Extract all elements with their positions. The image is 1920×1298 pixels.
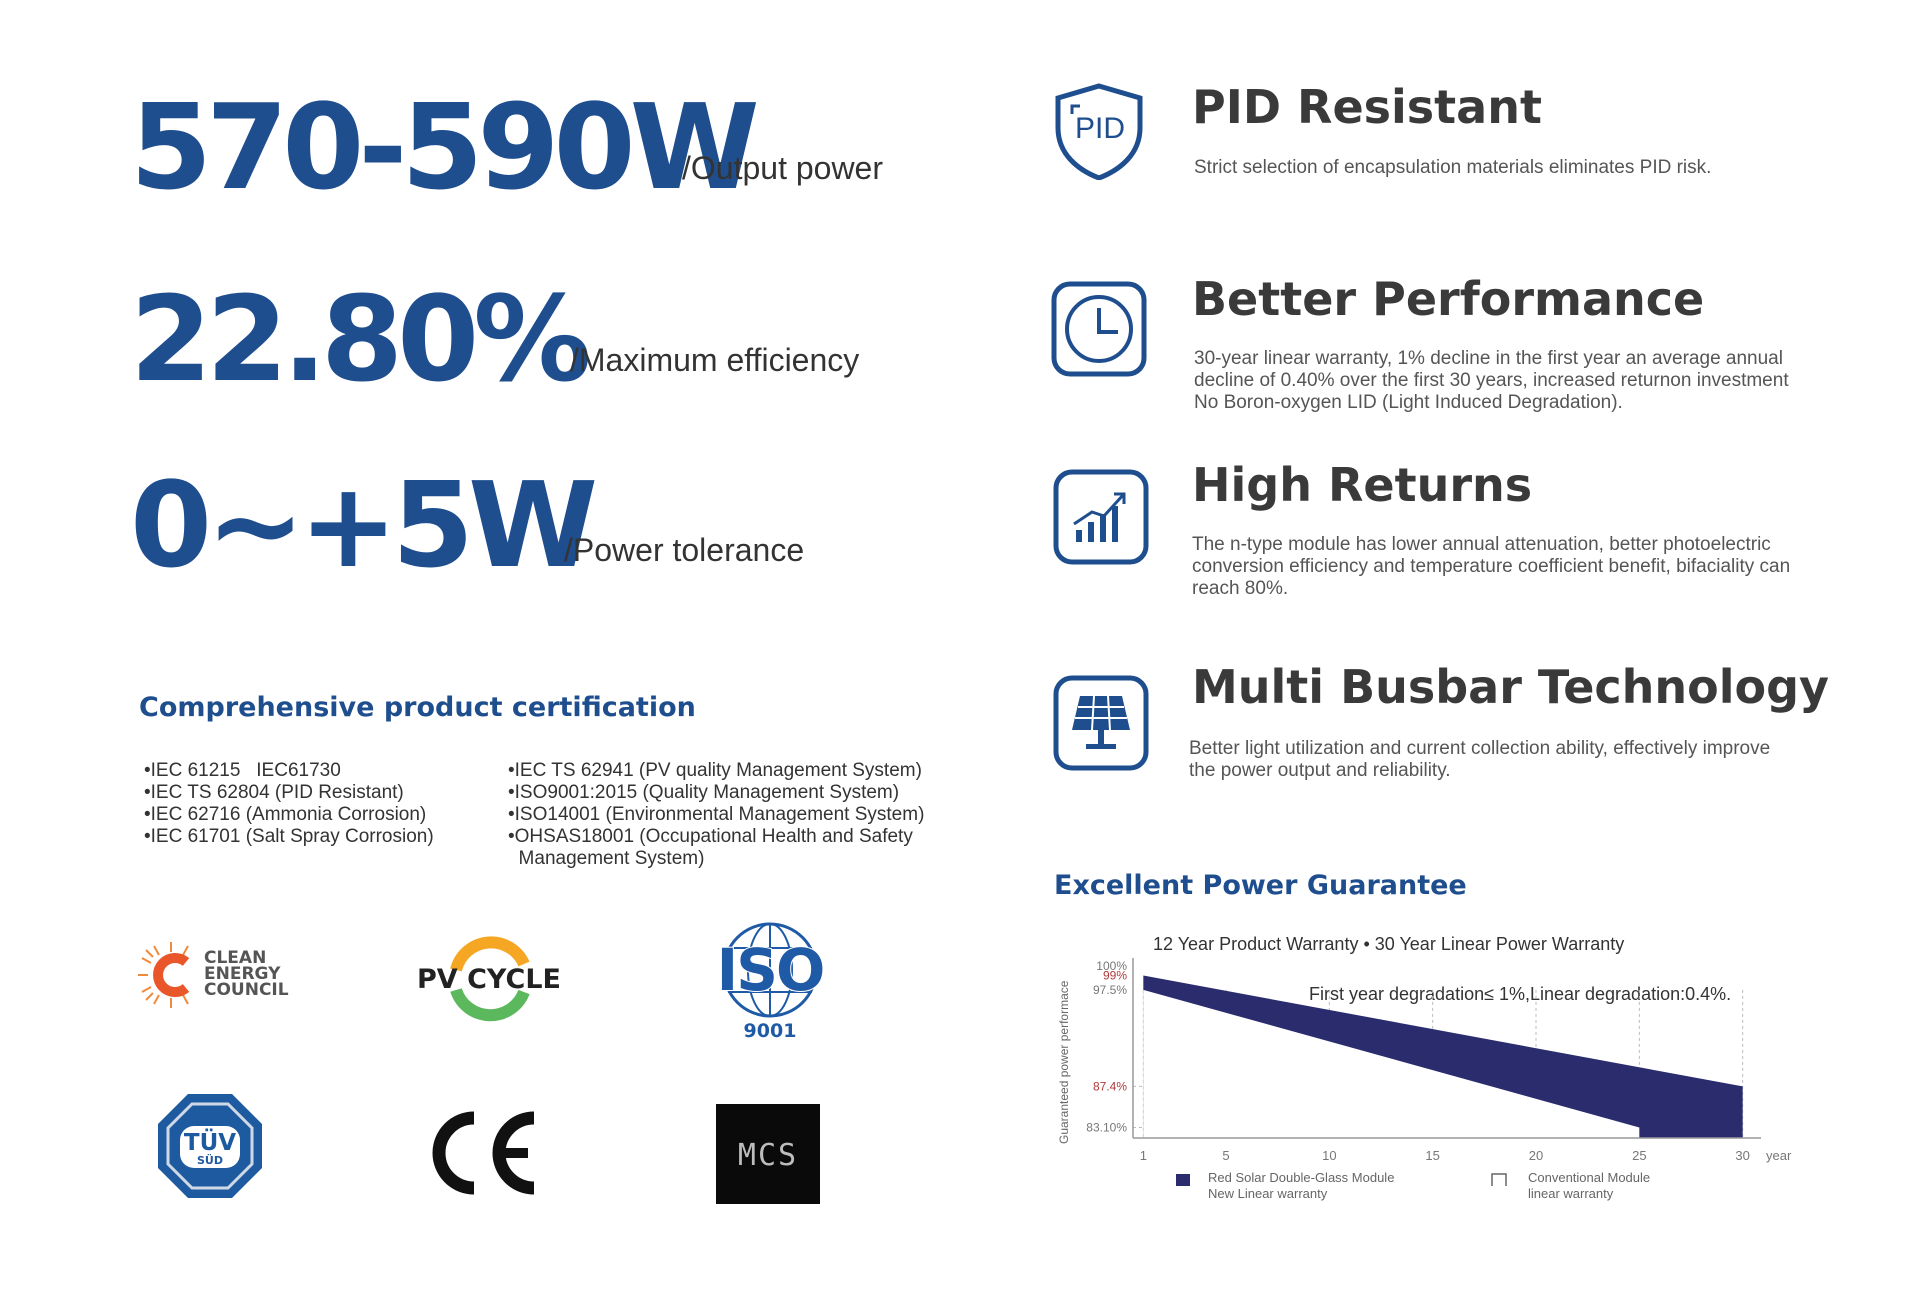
cert-item: •IEC TS 62941 (PV quality Management Sys… xyxy=(508,760,922,781)
chart-subtitle: 12 Year Product Warranty • 30 Year Linea… xyxy=(1153,934,1624,954)
chart-note: First year degradation≤ 1%,Linear degrad… xyxy=(1309,984,1731,1004)
feature-title-busbar: Multi Busbar Technology xyxy=(1192,660,1830,714)
x-tick-label: 5 xyxy=(1222,1148,1229,1163)
feature-title-returns: High Returns xyxy=(1192,458,1533,512)
y-tick-label: 100% xyxy=(1096,959,1127,973)
logo-text: PV CYCLE xyxy=(417,964,561,995)
power-tolerance-value: 0~+5W xyxy=(130,456,598,594)
x-tick-label: 1 xyxy=(1140,1148,1147,1163)
logo-text: TÜV xyxy=(183,1130,237,1156)
pid-text: PID xyxy=(1075,112,1125,145)
globe-icon xyxy=(722,922,818,1018)
cert-item: •IEC TS 62804 (PID Resistant) xyxy=(144,782,404,803)
legend-swatch-red-solar xyxy=(1176,1174,1190,1186)
y-tick-label: 99% xyxy=(1103,969,1127,983)
cert-item: •ISO14001 (Environmental Management Syst… xyxy=(508,804,925,825)
chart-y-ticks: 100%99%97.5% 87.4% 83.10% xyxy=(1086,959,1127,1134)
legend-swatch-conventional xyxy=(1491,1173,1507,1186)
logo-text: CLEAN xyxy=(204,948,267,968)
cert-item: •IEC 61215 IEC61730 xyxy=(144,760,341,781)
cert-item: •IEC 61701 (Salt Spray Corrosion) xyxy=(144,826,434,847)
logo-text: 9001 xyxy=(743,1020,797,1042)
y-tick-label: 97.5% xyxy=(1093,983,1127,997)
y-tick-label: 87.4% xyxy=(1093,1079,1127,1093)
growth-chart-icon xyxy=(1052,468,1150,566)
feature-desc-performance: 30-year linear warranty, 1% decline in t… xyxy=(1194,348,1789,413)
cert-item: Management System) xyxy=(508,848,705,869)
logo-text: COUNCIL xyxy=(204,980,289,1000)
logo-text: SÜD xyxy=(197,1154,223,1167)
chart-ylabel: Guaranteed power performace xyxy=(1057,980,1071,1144)
clock-icon xyxy=(1050,280,1148,378)
logo-text: ENERGY xyxy=(204,964,281,984)
certification-title: Comprehensive product certification xyxy=(139,692,696,723)
shield-pid-icon: PID xyxy=(1050,82,1148,181)
cert-item: •IEC 62716 (Ammonia Corrosion) xyxy=(144,804,427,825)
tuv-sud-logo: TÜV SÜD xyxy=(156,1092,264,1200)
solar-panel-icon xyxy=(1052,674,1150,772)
x-tick-label: 10 xyxy=(1322,1148,1336,1163)
legend-label: Red Solar Double-Glass Module xyxy=(1208,1170,1394,1185)
mcs-logo: MCS xyxy=(716,1104,820,1204)
certification-list-right: •IEC TS 62941 (PV quality Management Sys… xyxy=(508,760,924,870)
recycle-arc-icon xyxy=(450,936,530,1022)
guarantee-title: Excellent Power Guarantee xyxy=(1054,870,1467,901)
logo-text: MCS xyxy=(737,1138,799,1173)
chart-xlabel: year xyxy=(1766,1148,1792,1163)
chart-axes xyxy=(1132,958,1761,1139)
feature-desc-returns: The n-type module has lower annual atten… xyxy=(1192,534,1791,599)
max-efficiency-value: 22.80% xyxy=(130,270,591,408)
sunburst-icon xyxy=(138,942,190,1008)
certification-list-left: •IEC 61215 IEC61730 •IEC TS 62804 (PID R… xyxy=(144,760,434,848)
power-tolerance-label: /Power tolerance xyxy=(564,532,805,568)
legend-label: Conventional Module xyxy=(1528,1170,1650,1185)
output-power-value: 570-590W xyxy=(130,78,760,216)
x-tick-label: 30 xyxy=(1735,1148,1749,1163)
max-efficiency-label: /Maximum efficiency xyxy=(570,342,860,378)
feature-desc-busbar: Better light utilization and current col… xyxy=(1189,738,1771,781)
octagon-badge-icon xyxy=(158,1094,262,1198)
chart-series xyxy=(1143,975,1743,1138)
feature-desc-pid: Strict selection of encapsulation materi… xyxy=(1194,157,1712,178)
logo-text: ISO xyxy=(716,935,827,1005)
feature-title-pid: PID Resistant xyxy=(1192,80,1542,134)
x-tick-label: 20 xyxy=(1529,1148,1543,1163)
pv-cycle-logo: PV CYCLE xyxy=(414,932,564,1024)
chart-x-ticks: 1 5 10 15 20 25 30 xyxy=(1140,1148,1750,1163)
legend-label: linear warranty xyxy=(1528,1186,1614,1201)
iso-9001-logo: ISO 9001 xyxy=(706,920,834,1042)
x-tick-label: 25 xyxy=(1632,1148,1646,1163)
cert-item: •ISO9001:2015 (Quality Management System… xyxy=(508,782,900,803)
legend-label: New Linear warranty xyxy=(1208,1186,1328,1201)
power-guarantee-chart: 12 Year Product Warranty • 30 Year Linea… xyxy=(1057,934,1792,1186)
x-tick-label: 15 xyxy=(1425,1148,1439,1163)
y-tick-label: 83.10% xyxy=(1086,1120,1127,1134)
output-power-label: /Output power xyxy=(682,150,883,186)
cert-item: •OHSAS18001 (Occupational Health and Saf… xyxy=(508,826,913,847)
feature-title-performance: Better Performance xyxy=(1192,272,1705,326)
clean-energy-council-logo: CLEAN ENERGY COUNCIL xyxy=(136,940,296,1010)
ce-mark-logo: CE xyxy=(428,1110,538,1196)
series-area-conventional xyxy=(1143,989,1640,1138)
ce-mark-icon xyxy=(432,1111,535,1195)
